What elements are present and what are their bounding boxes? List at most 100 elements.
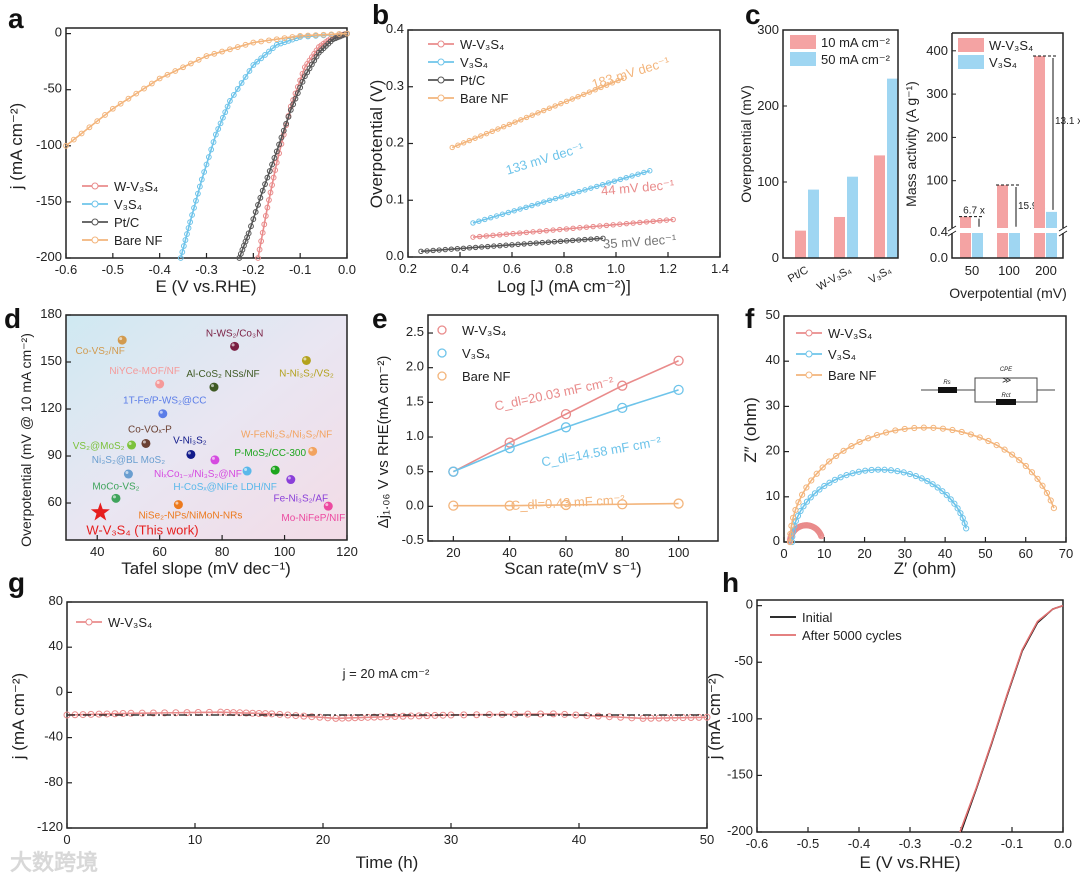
data-point (862, 467, 869, 474)
cdl-label: C_dl=14.58 mF cm⁻² (540, 434, 663, 470)
point-highlight (175, 501, 179, 505)
legend-label: Bare NF (114, 233, 162, 248)
data-point (892, 427, 899, 434)
scatter-point (173, 500, 183, 510)
data-point (297, 84, 304, 91)
legend-marker (437, 40, 445, 48)
data-point (1034, 475, 1041, 482)
data-point (499, 211, 506, 217)
point-highlight (187, 451, 191, 455)
y-tick-label: 40 (49, 638, 63, 653)
data-point (617, 221, 623, 227)
data-point (855, 468, 862, 475)
data-point (299, 78, 306, 85)
y-tick-label: -120 (37, 819, 63, 834)
data-point (976, 434, 983, 441)
y-tick-label: -150 (36, 193, 62, 208)
data-point (191, 204, 197, 211)
data-point (316, 713, 324, 721)
x-tick-label: 20 (316, 832, 330, 847)
y-axis-title-f: Z″ (ohm) (741, 397, 760, 463)
data-point (250, 39, 257, 46)
data-point (570, 225, 576, 232)
data-point (187, 60, 194, 67)
point-highlight (309, 448, 313, 452)
data-point (195, 190, 201, 197)
y-tick-label: 40 (766, 352, 780, 367)
data-point (478, 133, 484, 139)
data-point (541, 199, 547, 205)
data-point (217, 120, 224, 127)
data-point (673, 355, 684, 366)
data-point (581, 91, 587, 98)
category-label: V₃S₄ (867, 264, 894, 286)
data-point (550, 227, 556, 233)
y-tick-label: 0 (773, 533, 780, 548)
panel-b: 0.2 0.4 0.6 0.8 1.0 1.2 1.4 0.0 0.1 0.2 0.3 0.4 183 … (386, 21, 729, 276)
data-point (545, 239, 552, 245)
data-point (149, 709, 157, 717)
legend-swatch (958, 55, 984, 69)
data-point (826, 479, 833, 486)
panel-label-h: h (722, 567, 739, 598)
data-point (510, 230, 516, 237)
point-label: Al-CoS₂ NSs/NF (186, 369, 259, 380)
data-point (328, 31, 335, 38)
data-point (198, 176, 205, 183)
resistor-rct (996, 399, 1016, 405)
data-point (576, 188, 582, 195)
point-label: VS₂@MoS₂ (73, 441, 125, 452)
x-tick-label: 100 (274, 544, 296, 559)
y-tick-label: 80 (49, 593, 63, 608)
data-point (533, 240, 539, 246)
point-label: N-WS₂/Co₃N (206, 328, 263, 339)
point-highlight (231, 343, 235, 347)
legend-marker (91, 182, 99, 190)
data-point (873, 432, 881, 439)
data-point (184, 231, 190, 237)
y-axis-title-a: j (mA cm⁻²) (7, 103, 26, 190)
y-tick-label: -100 (727, 710, 753, 725)
data-point (912, 472, 919, 480)
data-point (529, 112, 535, 118)
y-axis-title-g: j (mA cm⁻²) (9, 673, 28, 760)
data-point (500, 124, 507, 130)
x-axis-title-a: E (V vs.RHE) (155, 277, 256, 296)
legend-marker (437, 94, 445, 102)
data-point (242, 41, 249, 48)
data-point (436, 247, 442, 253)
data-point (799, 491, 806, 498)
scatter-point (230, 341, 240, 351)
x-axis-title-d: Tafel slope (mV dec⁻¹) (121, 559, 291, 578)
cpe-symbol: ≫ (1002, 375, 1011, 385)
data-point (615, 77, 621, 84)
data-point (212, 131, 219, 138)
data-point (103, 710, 111, 718)
bar (1046, 211, 1057, 258)
data-point (180, 64, 186, 71)
data-point (266, 48, 272, 55)
category-label: 100 (998, 263, 1020, 278)
y-tick-label: 0.0 (406, 497, 424, 512)
data-point (472, 244, 479, 251)
legend-label: Pt/C (114, 215, 139, 230)
data-point (460, 711, 468, 719)
point-label: NiₓCo₁₋ₓ/Ni₃S₂@NF (154, 469, 242, 480)
legend-marker (805, 350, 813, 358)
y-tick-label: 10 (766, 488, 780, 503)
scatter-point (270, 465, 280, 475)
data-point (1028, 469, 1036, 476)
data-point (156, 75, 163, 82)
y-tick-label: -50 (734, 653, 753, 668)
point-label: P-MoS₂/CC-300 (234, 448, 306, 459)
data-point (193, 197, 199, 204)
point-label: NiSe₂-NPs/NiMoN-NRs (138, 511, 242, 522)
series-line-W-V₃S₄ (452, 360, 679, 473)
panel-label-b: b (372, 0, 389, 30)
data-point (537, 228, 543, 234)
data-point (266, 168, 273, 174)
category-label: Pt/C (786, 264, 811, 285)
data-point (172, 68, 179, 74)
reference-label: j = 20 mA cm⁻² (342, 666, 430, 681)
data-point (929, 481, 936, 488)
